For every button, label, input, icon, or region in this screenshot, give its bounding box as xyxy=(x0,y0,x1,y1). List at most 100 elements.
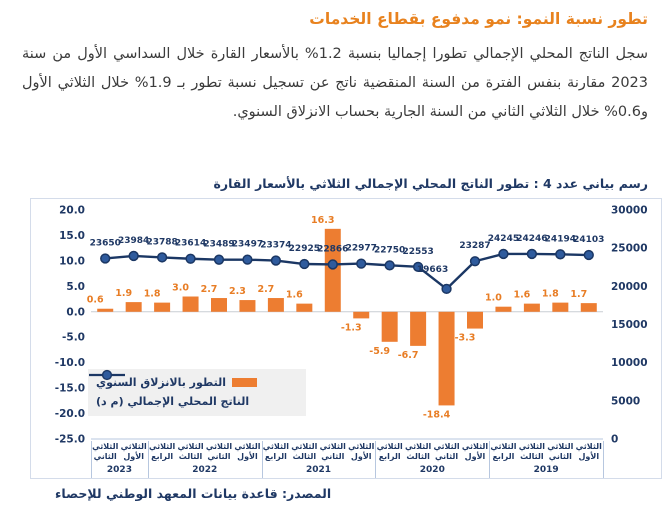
quarter-label: الثلاثي الأول xyxy=(348,442,375,461)
line-marker xyxy=(100,253,111,264)
line-value-label: 23650 xyxy=(90,238,121,248)
left-axis-tick: 5.0 xyxy=(66,281,85,293)
quarter-label: الثلاثي الأول xyxy=(120,442,147,461)
quarter-label: الثلاثي الثالث xyxy=(405,442,432,461)
bar xyxy=(97,308,114,312)
bar xyxy=(580,303,597,312)
bar-value-label: 1.6 xyxy=(286,290,303,301)
left-axis-tick: 15.0 xyxy=(59,230,85,242)
year-label: 2022 xyxy=(192,465,218,475)
bar xyxy=(324,228,341,312)
bar-value-label: 1.8 xyxy=(144,289,161,300)
bar-value-label: 3.0 xyxy=(172,283,189,294)
source-line: المصدر: قاعدة بيانات المعهد الوطني للإحص… xyxy=(55,486,332,501)
legend-row-line: الناتج المحلي الإجمالي (م د) xyxy=(89,369,298,411)
right-axis-tick: 5000 xyxy=(611,395,640,407)
bar xyxy=(523,303,540,312)
quarter-label: الثلاثي الثالث xyxy=(291,442,318,461)
bar xyxy=(239,300,256,312)
x-axis: الثلاثي الثاني الثلاثي الأول الثلاثي الرابع ال… xyxy=(31,441,663,478)
bar xyxy=(296,303,313,312)
line-value-label: 22750 xyxy=(374,245,405,255)
left-axis-tick: -15.0 xyxy=(55,383,85,395)
bar xyxy=(353,311,370,319)
bar-value-label: 2.7 xyxy=(201,284,218,295)
legend-label-line: الناتج المحلي الإجمالي (م د) xyxy=(96,395,250,408)
legend: التطور بالانزلاق السنوي الناتج المحلي ال… xyxy=(88,369,306,416)
line-marker xyxy=(242,254,253,265)
right-axis-tick: 15000 xyxy=(611,319,648,331)
right-axis-tick: 30000 xyxy=(611,205,648,217)
quarter-label: الثلاثي الثاني xyxy=(92,442,119,461)
year-group-separator xyxy=(489,441,491,478)
line-value-label: 23497 xyxy=(232,240,263,250)
line-marker xyxy=(498,248,509,260)
line-marker xyxy=(327,259,338,270)
line-value-label: 23374 xyxy=(260,241,291,251)
line-value-label: 22866 xyxy=(317,244,348,254)
quarter-label: الثلاثي الثاني xyxy=(319,442,346,461)
quarter-label: الثلاثي الثاني xyxy=(433,442,460,461)
legend-label-bars: التطور بالانزلاق السنوي xyxy=(96,376,227,389)
line-value-label: 24246 xyxy=(516,234,547,244)
year-group-separator xyxy=(261,441,263,478)
line-marker xyxy=(270,255,282,266)
year-label: 2023 xyxy=(106,465,132,475)
left-axis-tick: 20.0 xyxy=(59,205,85,217)
line-value-label: 22977 xyxy=(346,244,377,254)
line-value-label: 23984 xyxy=(118,236,149,246)
line-marker xyxy=(299,258,310,270)
line-marker xyxy=(128,250,139,262)
quarter-label: الثلاثي الأول xyxy=(461,442,489,461)
line-marker xyxy=(213,254,225,265)
line-marker xyxy=(583,249,594,261)
quarter-label: الثلاثي الثالث xyxy=(177,442,204,461)
line-marker xyxy=(185,253,196,264)
line-marker xyxy=(526,248,538,260)
line-value-label: 24103 xyxy=(573,235,604,245)
bar-value-label: -6.7 xyxy=(398,350,419,361)
line-value-label: 24194 xyxy=(545,234,576,244)
bar-value-label: 0.6 xyxy=(87,295,104,306)
bar-value-label: 1.9 xyxy=(115,288,132,299)
quarter-label: الثلاثي الأول xyxy=(575,442,602,461)
left-axis-tick: -25.0 xyxy=(55,434,85,446)
year-group-separator xyxy=(603,441,604,478)
year-label: 2019 xyxy=(533,465,559,475)
line-value-label: 23489 xyxy=(203,240,234,250)
line-marker xyxy=(156,252,168,263)
body-paragraph: سجل الناتج المحلي الإجمالي تطورا إجماليا… xyxy=(22,46,649,120)
line-value-label: 19663 xyxy=(417,265,448,275)
quarter-label: الثلاثي الرابع xyxy=(490,442,517,461)
left-axis-tick: -10.0 xyxy=(55,357,85,369)
bar xyxy=(552,302,569,312)
bar-value-label: -1.3 xyxy=(341,322,362,333)
line-marker xyxy=(356,258,367,269)
right-axis-tick: 20000 xyxy=(611,281,648,293)
bar xyxy=(495,306,512,312)
year-label: 2020 xyxy=(419,465,445,475)
right-axis-tick: 25000 xyxy=(611,243,648,255)
legend-row-bars: التطور بالانزلاق السنوي xyxy=(96,373,298,392)
left-axis-tick: 10.0 xyxy=(59,255,85,267)
bar-value-label: 1.6 xyxy=(513,290,530,301)
line-value-label: 23614 xyxy=(175,239,206,249)
quarter-label: الثلاثي الرابع xyxy=(149,442,176,461)
bar-series-swatch-icon xyxy=(232,378,258,387)
bar xyxy=(182,296,199,312)
year-group-separator xyxy=(375,441,377,478)
bar-value-label: 1.0 xyxy=(485,293,502,304)
bar-value-label: -3.3 xyxy=(455,333,476,344)
bar-value-label: 2.7 xyxy=(257,284,274,295)
bar xyxy=(438,311,455,406)
left-axis-tick: -20.0 xyxy=(55,408,85,420)
quarter-label: الثلاثي الثاني xyxy=(205,442,233,461)
bar-value-label: -18.4 xyxy=(423,409,451,420)
line-value-label: 24245 xyxy=(488,234,519,244)
quarter-label: الثلاثي الرابع xyxy=(376,442,403,461)
line-marker xyxy=(555,249,566,260)
bar xyxy=(381,311,398,342)
line-value-label: 23788 xyxy=(146,237,177,247)
bar xyxy=(125,302,142,312)
bar xyxy=(267,298,284,312)
